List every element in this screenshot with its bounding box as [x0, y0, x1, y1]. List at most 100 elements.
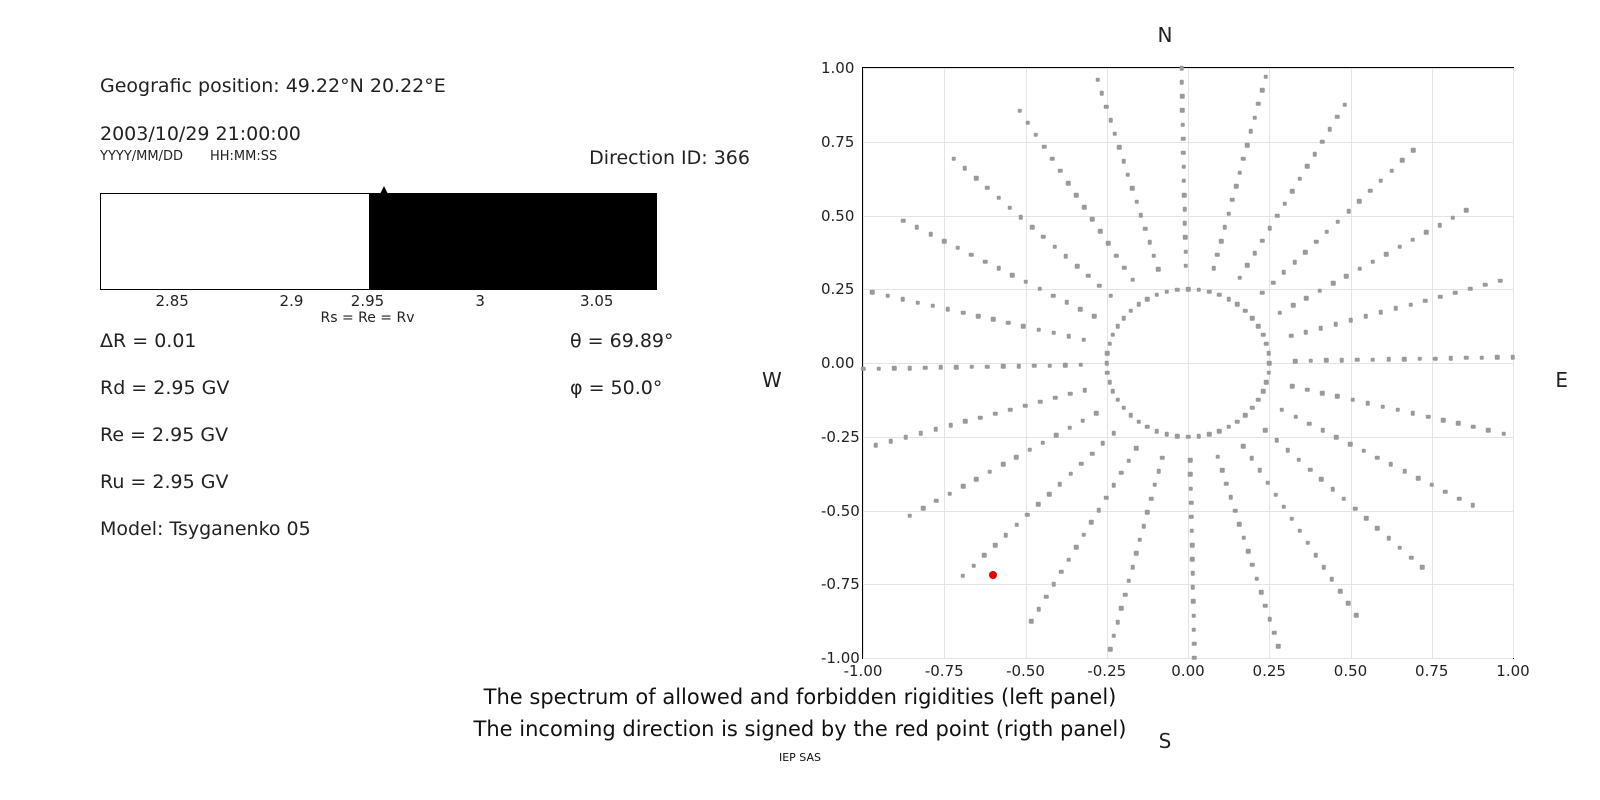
gray-direction-point: [1261, 389, 1266, 394]
gray-direction-point: [1342, 497, 1347, 502]
gray-direction-point: [1149, 496, 1154, 501]
gray-direction-point: [934, 499, 939, 504]
gray-direction-point: [1114, 253, 1119, 258]
gray-direction-point: [985, 364, 990, 369]
gray-direction-point: [1271, 280, 1276, 285]
gray-direction-point: [1001, 364, 1006, 369]
gray-direction-point: [1250, 316, 1255, 321]
gray-direction-point: [1128, 309, 1133, 314]
gray-direction-point: [1420, 565, 1425, 570]
gray-direction-point: [1283, 201, 1288, 206]
gray-direction-point: [1280, 408, 1285, 413]
gray-direction-point: [900, 297, 905, 302]
y-tick-label--0.5: -0.50: [821, 502, 860, 520]
gray-direction-point: [1155, 429, 1160, 434]
gray-direction-point: [1181, 165, 1186, 170]
delta-r-value: ΔR = 0.01: [100, 330, 311, 352]
gray-direction-point: [1379, 179, 1384, 184]
gray-direction-point: [963, 419, 968, 424]
gray-direction-point: [1306, 541, 1311, 546]
gray-direction-point: [1378, 310, 1383, 315]
gray-direction-point: [1264, 74, 1269, 79]
gray-direction-point: [948, 491, 953, 496]
gray-direction-point: [1217, 293, 1222, 298]
gray-direction-point: [1260, 291, 1265, 296]
gray-direction-point: [1498, 279, 1503, 284]
gray-direction-point: [985, 186, 990, 191]
gray-direction-point: [1128, 413, 1133, 418]
spectrum-chart: 2.85 2.9 2.95 3 3.05 Rs = Re = Rv: [100, 193, 655, 312]
red-direction-point[interactable]: [989, 571, 997, 579]
gray-direction-point: [1191, 599, 1196, 604]
gray-direction-point: [1032, 364, 1037, 369]
gray-direction-point: [1107, 380, 1112, 385]
compass-e-label: E: [1555, 368, 1568, 392]
gray-direction-point: [1141, 524, 1146, 529]
gray-direction-point: [1297, 458, 1302, 463]
gray-direction-point: [1275, 214, 1280, 219]
scatter-plot-area[interactable]: -1.00 -1.00 -0.75 -0.75 -0.50 -0.50 -0.25 -0.25…: [862, 67, 1514, 659]
gray-direction-point: [974, 176, 979, 181]
gray-direction-point: [1216, 454, 1221, 459]
gray-direction-point: [1437, 223, 1442, 228]
gray-direction-point: [961, 573, 966, 578]
gray-direction-point: [1189, 515, 1194, 520]
gray-direction-point: [976, 314, 981, 319]
gray-direction-point: [1047, 492, 1052, 497]
gray-direction-point: [1004, 533, 1009, 538]
gray-direction-point: [1134, 199, 1139, 204]
gray-direction-point: [1298, 529, 1303, 534]
gray-direction-point: [1371, 357, 1376, 362]
gray-direction-point: [1282, 270, 1287, 275]
gray-direction-point: [1098, 229, 1103, 234]
y-tick-label--0.25: -0.25: [821, 428, 860, 446]
caption-line-2: The incoming direction is signed by the …: [0, 714, 1600, 746]
gray-direction-point: [1268, 226, 1273, 231]
gray-direction-point: [1237, 522, 1242, 527]
gray-direction-point: [1082, 337, 1087, 342]
gray-direction-point: [1241, 444, 1246, 449]
gray-direction-point: [1081, 533, 1086, 538]
gray-direction-point: [1243, 413, 1248, 418]
gray-direction-point: [870, 290, 875, 295]
gray-direction-point: [1047, 363, 1052, 368]
gray-direction-point: [1349, 318, 1354, 323]
gray-direction-point: [1348, 442, 1353, 447]
gray-direction-point: [1058, 482, 1063, 487]
gray-direction-point: [1121, 406, 1126, 411]
gray-direction-point: [1260, 88, 1265, 93]
gray-direction-point: [1511, 355, 1516, 360]
gray-direction-point: [1026, 120, 1031, 125]
gray-direction-point: [1068, 472, 1073, 477]
gray-direction-point: [1309, 359, 1314, 364]
gray-direction-point: [1051, 331, 1056, 336]
gray-direction-point: [1181, 150, 1186, 155]
gray-direction-point: [1179, 66, 1184, 71]
gray-direction-point: [1051, 582, 1056, 587]
gray-direction-point: [1211, 266, 1216, 271]
gray-direction-point: [1016, 364, 1021, 369]
gray-direction-point: [1115, 398, 1120, 403]
gray-direction-point: [1411, 148, 1416, 153]
gray-direction-point: [1034, 132, 1039, 137]
gray-direction-point: [1267, 361, 1272, 366]
gray-direction-point: [1097, 284, 1102, 289]
gray-direction-point: [1409, 555, 1414, 560]
gray-direction-point: [1196, 434, 1201, 439]
gray-direction-point: [963, 166, 968, 171]
gray-direction-point: [1041, 235, 1046, 240]
x-tick-label-0.5: 0.50: [1334, 662, 1367, 680]
gray-direction-point: [1115, 620, 1120, 625]
gray-direction-point: [1334, 435, 1339, 440]
gray-direction-point: [1190, 571, 1195, 576]
gray-direction-point: [1453, 290, 1458, 295]
gray-direction-point: [1111, 333, 1116, 338]
gray-direction-point: [1121, 316, 1126, 321]
gray-direction-point: [1438, 294, 1443, 299]
gray-direction-point: [1192, 656, 1197, 661]
ru-value: Ru = 2.95 GV: [100, 471, 311, 493]
gray-direction-point: [1183, 249, 1188, 254]
gray-direction-point: [1486, 428, 1491, 433]
gray-direction-point: [1325, 229, 1330, 234]
gray-direction-point: [1330, 577, 1335, 582]
